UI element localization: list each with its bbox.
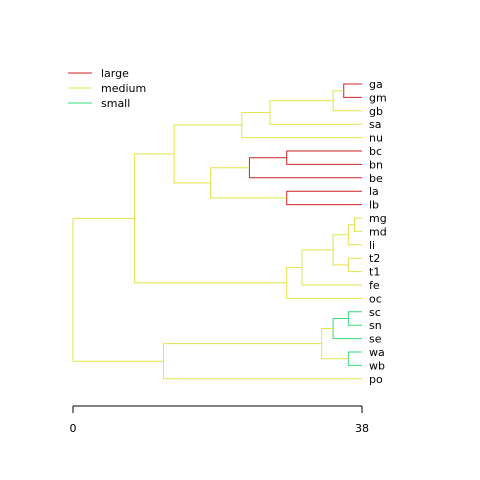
leaf-label-mg: mg: [369, 212, 387, 225]
axis-tick-label: 0: [70, 422, 77, 435]
dendrogram-link-c16: [134, 153, 287, 284]
leaf-label-sc: sc: [369, 306, 381, 319]
dendrogram-link-c1: [343, 83, 362, 98]
leaf-label-bn: bn: [369, 158, 383, 171]
x-axis: 0 38: [70, 405, 369, 435]
leaf-label-wb: wb: [369, 359, 385, 372]
dendrogram-link-c22: [72, 217, 164, 362]
leaf-labels: gagmgbsanubcbnbelalbmgmdlit2t1feocscsnse…: [369, 78, 387, 386]
dendrogram-link-c13: [332, 234, 349, 266]
dendrogram-links: [72, 83, 362, 380]
leaf-label-li: li: [369, 239, 375, 252]
leaf-label-t2: t2: [369, 252, 380, 265]
dendrogram-link-c9: [173, 124, 242, 184]
leaf-label-nu: nu: [369, 132, 383, 145]
legend-label-large: large: [101, 67, 129, 80]
dendrogram-link-c7: [286, 190, 362, 206]
dendrogram-link-c6: [248, 157, 362, 179]
dendrogram-link-c4: [241, 111, 362, 139]
leaf-label-oc: oc: [369, 292, 382, 305]
leaf-label-sn: sn: [369, 319, 382, 332]
dendrogram-link-c5: [286, 150, 362, 165]
dendrogram-link-c21: [163, 343, 362, 380]
dendrogram-link-c17: [347, 311, 362, 326]
axis-tick-label: 38: [355, 422, 369, 435]
leaf-label-se: se: [369, 333, 382, 346]
dendrogram-link-c10: [353, 217, 362, 232]
leaf-label-sa: sa: [369, 118, 381, 131]
leaf-label-po: po: [369, 373, 383, 386]
legend: large medium small: [68, 67, 146, 110]
dendrogram-link-c2: [332, 90, 362, 112]
dendrogram-link-c19: [347, 351, 362, 366]
dendrogram-link-c15: [286, 266, 362, 299]
leaf-label-la: la: [369, 185, 379, 198]
dendrogram-link-c3: [269, 100, 362, 125]
legend-label-small: small: [101, 97, 130, 110]
dendrogram-link-c12: [347, 257, 362, 273]
leaf-label-gb: gb: [369, 105, 383, 118]
dendrogram-link-c11: [347, 224, 362, 246]
leaf-label-fe: fe: [369, 279, 380, 292]
dendrogram-link-c8: [210, 167, 287, 199]
leaf-label-wa: wa: [369, 346, 385, 359]
dendrogram-link-c14: [301, 249, 362, 286]
leaf-label-be: be: [369, 172, 383, 185]
legend-label-medium: medium: [101, 82, 146, 95]
dendrogram-link-c20: [321, 328, 349, 360]
dendrogram-link-c18: [332, 318, 362, 340]
leaf-label-lb: lb: [369, 199, 379, 212]
leaf-label-bc: bc: [369, 145, 382, 158]
leaf-label-gm: gm: [369, 91, 387, 104]
leaf-label-ga: ga: [369, 78, 383, 91]
leaf-label-t1: t1: [369, 266, 380, 279]
leaf-label-md: md: [369, 225, 387, 238]
